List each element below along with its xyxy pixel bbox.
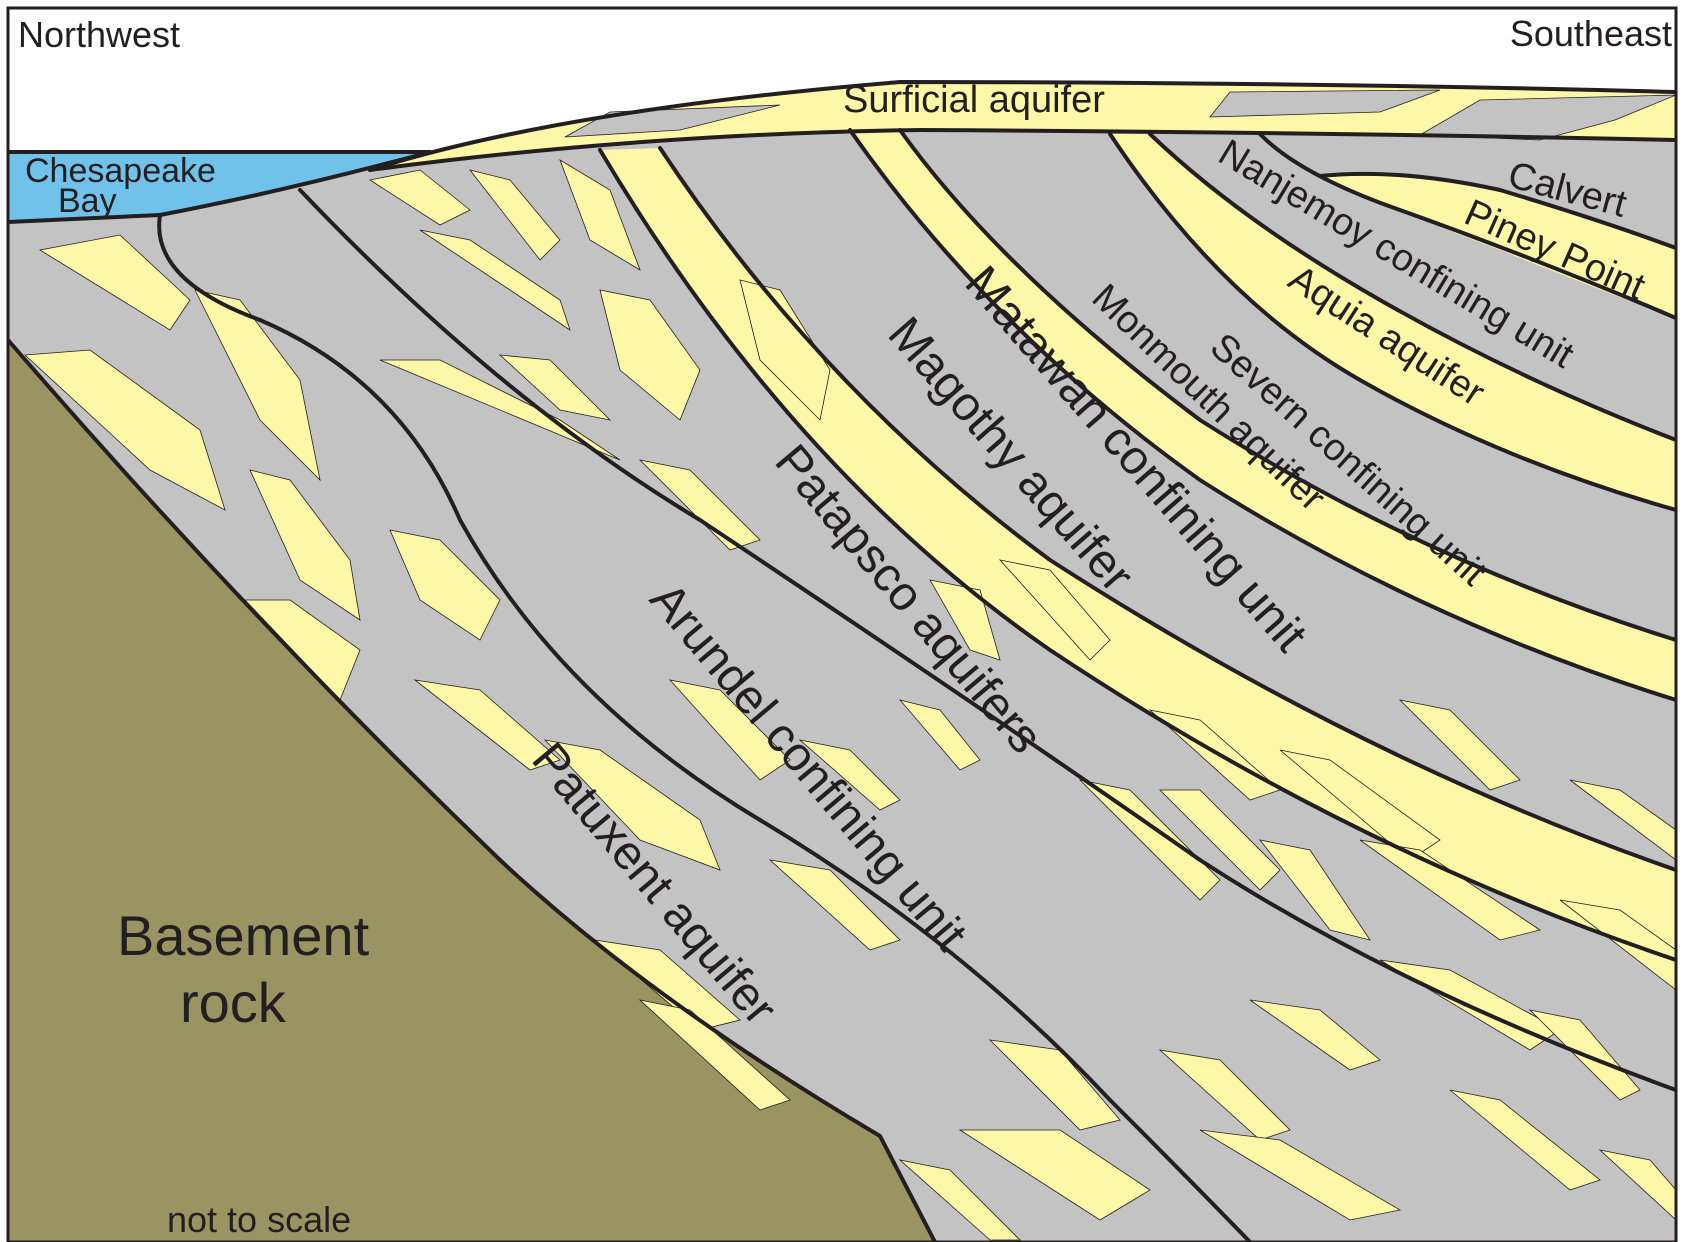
label-southeast: Southeast — [1510, 13, 1672, 54]
diagram-frame — [6, 6, 1678, 1242]
monmouth-aquifer — [850, 130, 1676, 700]
label-chesapeake: Chesapeake — [25, 152, 216, 190]
label-not-to-scale: not to scale — [167, 1199, 351, 1240]
label-rock: rock — [180, 971, 287, 1034]
aquia-aquifer — [1110, 134, 1676, 510]
label-northwest: Northwest — [18, 14, 180, 55]
magothy-aquifer — [600, 148, 1676, 960]
sand-lenses — [24, 159, 1676, 1241]
label-bay: Bay — [58, 182, 117, 220]
label-basement: Basement — [117, 904, 370, 967]
basement-rock — [8, 340, 935, 1242]
label-surficial-aquifer: Surficial aquifer — [843, 79, 1105, 121]
chesapeake-bay — [8, 152, 430, 222]
formation-boundaries — [8, 80, 1676, 1242]
